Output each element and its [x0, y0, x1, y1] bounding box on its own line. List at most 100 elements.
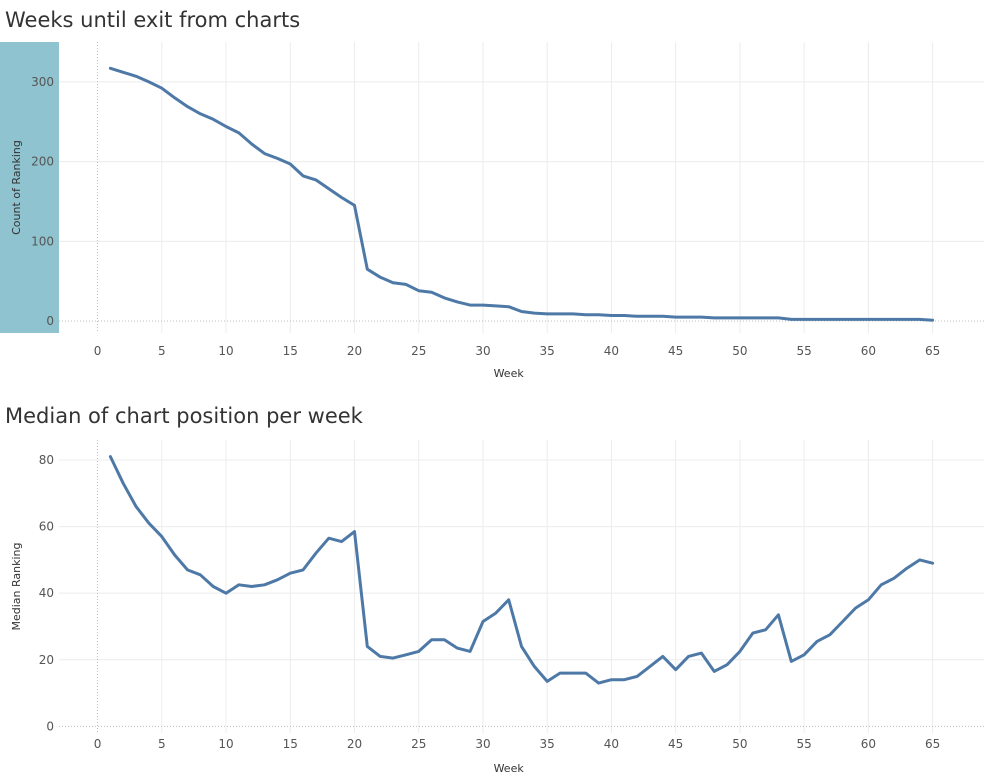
data-point — [365, 644, 369, 648]
x-tick-label: 35 — [540, 344, 555, 358]
x-tick-label: 60 — [861, 344, 876, 358]
x-tick-label: 10 — [218, 344, 233, 358]
data-point — [301, 568, 305, 572]
data-point — [198, 573, 202, 577]
y-tick-label: 40 — [39, 586, 54, 600]
data-point — [764, 628, 768, 632]
x-tick-label: 0 — [94, 344, 102, 358]
data-point — [648, 664, 652, 668]
data-point — [494, 304, 498, 308]
data-point — [558, 671, 562, 675]
x-tick-label: 25 — [411, 737, 426, 751]
data-point — [494, 611, 498, 615]
data-point — [211, 585, 215, 589]
data-point — [237, 131, 241, 135]
data-point — [892, 317, 896, 321]
data-point — [892, 576, 896, 580]
x-tick-label: 20 — [347, 344, 362, 358]
data-point — [687, 654, 691, 658]
data-point — [327, 187, 331, 191]
data-point — [815, 639, 819, 643]
data-point — [404, 282, 408, 286]
data-point — [378, 275, 382, 279]
data-point — [931, 318, 935, 322]
x-tick-label: 5 — [158, 737, 166, 751]
data-point — [597, 313, 601, 317]
x-tick-label: 55 — [796, 737, 811, 751]
data-point — [661, 654, 665, 658]
data-point — [776, 613, 780, 617]
x-tick-label: 40 — [604, 344, 619, 358]
data-point — [866, 598, 870, 602]
data-point — [134, 74, 138, 78]
x-tick-label: 65 — [925, 344, 940, 358]
data-point — [185, 568, 189, 572]
data-point — [391, 281, 395, 285]
data-point — [687, 315, 691, 319]
data-point — [520, 644, 524, 648]
data-point — [211, 117, 215, 121]
y-tick-label: 100 — [31, 234, 54, 248]
data-point — [854, 606, 858, 610]
data-point — [275, 578, 279, 582]
data-point — [224, 125, 228, 129]
data-point — [905, 317, 909, 321]
data-point — [584, 671, 588, 675]
data-point — [352, 530, 356, 534]
data-point — [738, 649, 742, 653]
chart-title-weeks-until-exit: Weeks until exit from charts — [5, 8, 301, 32]
data-point — [108, 66, 112, 70]
data-point — [417, 649, 421, 653]
data-point — [173, 96, 177, 100]
data-point — [789, 317, 793, 321]
data-point — [224, 591, 228, 595]
data-point — [609, 313, 613, 317]
data-point — [879, 583, 883, 587]
x-tick-label: 55 — [796, 344, 811, 358]
data-point — [507, 305, 511, 309]
x-tick-label: 30 — [475, 344, 490, 358]
data-point — [468, 303, 472, 307]
y-axis-label: Count of Ranking — [10, 140, 23, 235]
data-point — [340, 540, 344, 544]
data-point — [751, 631, 755, 635]
data-point — [802, 317, 806, 321]
x-tick-label: 30 — [475, 737, 490, 751]
x-axis-label: Week — [494, 762, 525, 775]
series-line — [108, 66, 935, 322]
data-point — [699, 651, 703, 655]
x-tick-label: 60 — [861, 737, 876, 751]
data-point — [712, 316, 716, 320]
data-point — [121, 481, 125, 485]
data-point — [674, 315, 678, 319]
x-tick-label: 20 — [347, 737, 362, 751]
data-point — [918, 558, 922, 562]
x-tick-label: 45 — [668, 344, 683, 358]
data-point — [532, 664, 536, 668]
data-point — [571, 671, 575, 675]
x-tick-label: 40 — [604, 737, 619, 751]
data-point — [263, 152, 267, 156]
data-point — [198, 112, 202, 116]
data-point — [635, 314, 639, 318]
data-point — [545, 312, 549, 316]
data-point — [828, 317, 832, 321]
median-position-chart: 0 5 10 15 20 25 30 35 40 45 50 55 60 65 0 20 40 60 80 Week M… — [10, 440, 984, 775]
x-tick-label: 15 — [283, 737, 298, 751]
y-tick-label: 60 — [39, 520, 54, 534]
x-tick-label: 50 — [732, 344, 747, 358]
data-point — [597, 681, 601, 685]
data-point — [751, 316, 755, 320]
y-tick-label: 80 — [39, 453, 54, 467]
data-point — [481, 303, 485, 307]
data-point — [558, 312, 562, 316]
data-point — [532, 311, 536, 315]
data-point — [712, 669, 716, 673]
x-tick-label: 50 — [732, 737, 747, 751]
data-point — [699, 315, 703, 319]
data-point — [776, 316, 780, 320]
data-point — [879, 317, 883, 321]
data-point — [288, 571, 292, 575]
data-point — [455, 300, 459, 304]
y-tick-label: 20 — [39, 653, 54, 667]
